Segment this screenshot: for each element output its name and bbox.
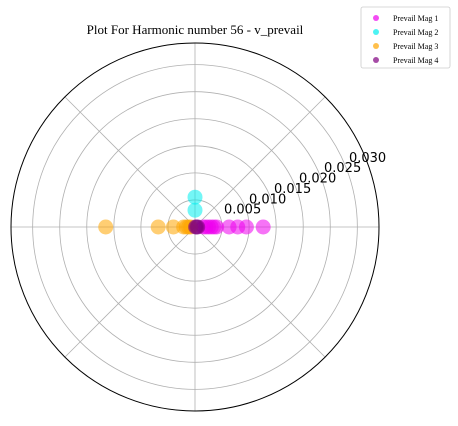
legend-label-1: Prevail Mag 1 [393,14,438,23]
point-series1-5 [209,219,225,235]
r-tick-label-4: 0.025 [324,161,361,176]
point-series3-3 [176,219,192,235]
point-series2-0 [187,202,203,218]
legend-marker-1 [373,15,379,21]
point-series3-6 [98,219,114,235]
data-points [98,189,271,235]
chart-title: Plot For Harmonic number 56 - v_prevail [87,22,304,37]
legend-marker-3 [373,43,379,49]
grid-spoke-225 [64,226,196,358]
grid-spoke-315 [194,226,326,358]
r-tick-label-3: 0.020 [299,172,336,187]
grid-spoke-135 [64,96,196,228]
legend-label-4: Prevail Mag 4 [393,56,438,65]
point-series3-5 [150,219,166,235]
point-series3-4 [165,219,181,235]
point-series2-1 [187,189,203,205]
legend-box [360,6,451,69]
point-series1-8 [238,219,254,235]
legend-label-2: Prevail Mag 2 [393,28,438,37]
point-series4-2 [190,219,206,235]
r-tick-label-2: 0.015 [274,182,311,197]
r-tick-label-0: 0.005 [224,203,261,218]
r-tick-label-5: 0.030 [349,151,386,166]
point-series1-9 [255,219,271,235]
legend-marker-2 [373,29,379,35]
legend-label-3: Prevail Mag 3 [393,42,438,51]
legend: Prevail Mag 1 Prevail Mag 2 Prevail Mag 3 P… [360,6,451,69]
legend-marker-4 [373,57,379,63]
polar-frame [10,42,380,412]
grid-spoke-45 [194,96,326,228]
r-tick-label-1: 0.010 [249,192,286,207]
